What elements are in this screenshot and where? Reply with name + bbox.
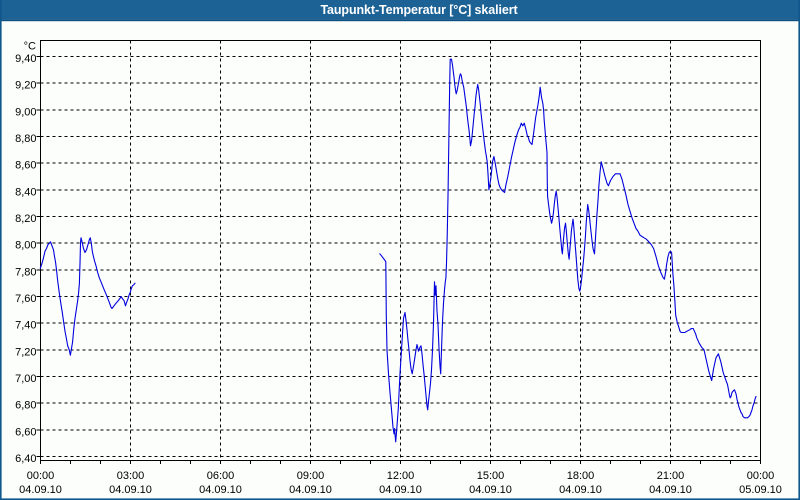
svg-text:04.09.10: 04.09.10 [559, 484, 602, 496]
svg-text:7,60: 7,60 [15, 293, 36, 305]
svg-text:9,00: 9,00 [15, 106, 36, 118]
svg-text:04.09.10: 04.09.10 [469, 484, 512, 496]
svg-text:21:00: 21:00 [657, 470, 685, 482]
svg-text:°C: °C [24, 41, 36, 53]
svg-text:12:00: 12:00 [387, 470, 415, 482]
svg-text:18:00: 18:00 [567, 470, 595, 482]
svg-text:6,60: 6,60 [15, 426, 36, 438]
svg-text:00:00: 00:00 [27, 470, 55, 482]
svg-text:9,40: 9,40 [15, 53, 36, 65]
svg-text:00:00: 00:00 [747, 470, 775, 482]
svg-text:15:00: 15:00 [477, 470, 505, 482]
svg-text:8,80: 8,80 [15, 133, 36, 145]
svg-text:05.09.10: 05.09.10 [739, 484, 782, 496]
svg-text:8,60: 8,60 [15, 160, 36, 172]
svg-text:Taupunkt-Temperatur [°C] skali: Taupunkt-Temperatur [°C] skaliert [320, 3, 518, 17]
svg-text:8,00: 8,00 [15, 240, 36, 252]
svg-text:04.09.10: 04.09.10 [109, 484, 152, 496]
svg-text:03:00: 03:00 [117, 470, 145, 482]
svg-text:7,80: 7,80 [15, 266, 36, 278]
svg-text:7,00: 7,00 [15, 373, 36, 385]
svg-text:9,20: 9,20 [15, 80, 36, 92]
svg-text:8,40: 8,40 [15, 186, 36, 198]
svg-text:6,80: 6,80 [15, 400, 36, 412]
svg-text:04.09.10: 04.09.10 [649, 484, 692, 496]
svg-text:7,20: 7,20 [15, 346, 36, 358]
svg-text:7,40: 7,40 [15, 320, 36, 332]
svg-text:04.09.10: 04.09.10 [289, 484, 332, 496]
svg-text:06:00: 06:00 [207, 470, 235, 482]
svg-text:6,40: 6,40 [15, 453, 36, 465]
svg-text:04.09.10: 04.09.10 [199, 484, 242, 496]
svg-text:8,20: 8,20 [15, 213, 36, 225]
svg-text:04.09.10: 04.09.10 [19, 484, 62, 496]
svg-text:04.09.10: 04.09.10 [379, 484, 422, 496]
svg-text:09:00: 09:00 [297, 470, 325, 482]
